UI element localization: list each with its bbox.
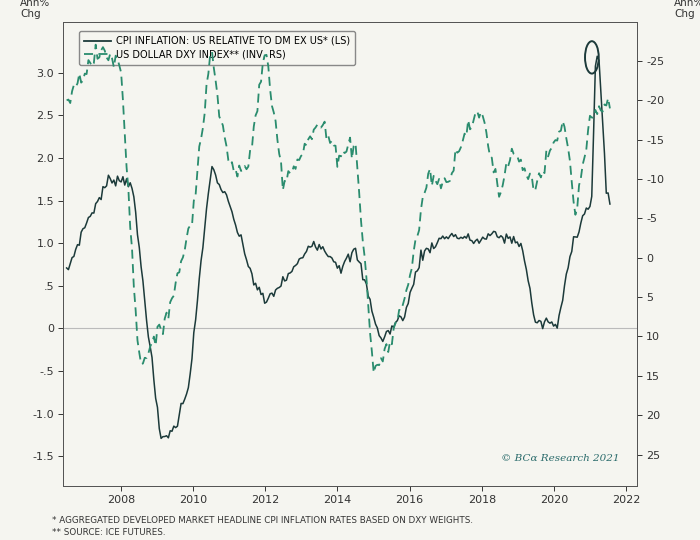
Text: * AGGREGATED DEVELOPED MARKET HEADLINE CPI INFLATION RATES BASED ON DXY WEIGHTS.: * AGGREGATED DEVELOPED MARKET HEADLINE C… [52, 516, 473, 525]
Legend: CPI INFLATION: US RELATIVE TO DM EX US* (LS), US DOLLAR DXY INDEX** (INV, RS): CPI INFLATION: US RELATIVE TO DM EX US* … [79, 31, 356, 65]
Text: © BCα Research 2021: © BCα Research 2021 [501, 454, 620, 463]
Text: Ann%
Chg: Ann% Chg [20, 0, 50, 19]
Text: Ann%
Chg: Ann% Chg [674, 0, 700, 19]
Text: ** SOURCE: ICE FUTURES.: ** SOURCE: ICE FUTURES. [52, 528, 166, 537]
